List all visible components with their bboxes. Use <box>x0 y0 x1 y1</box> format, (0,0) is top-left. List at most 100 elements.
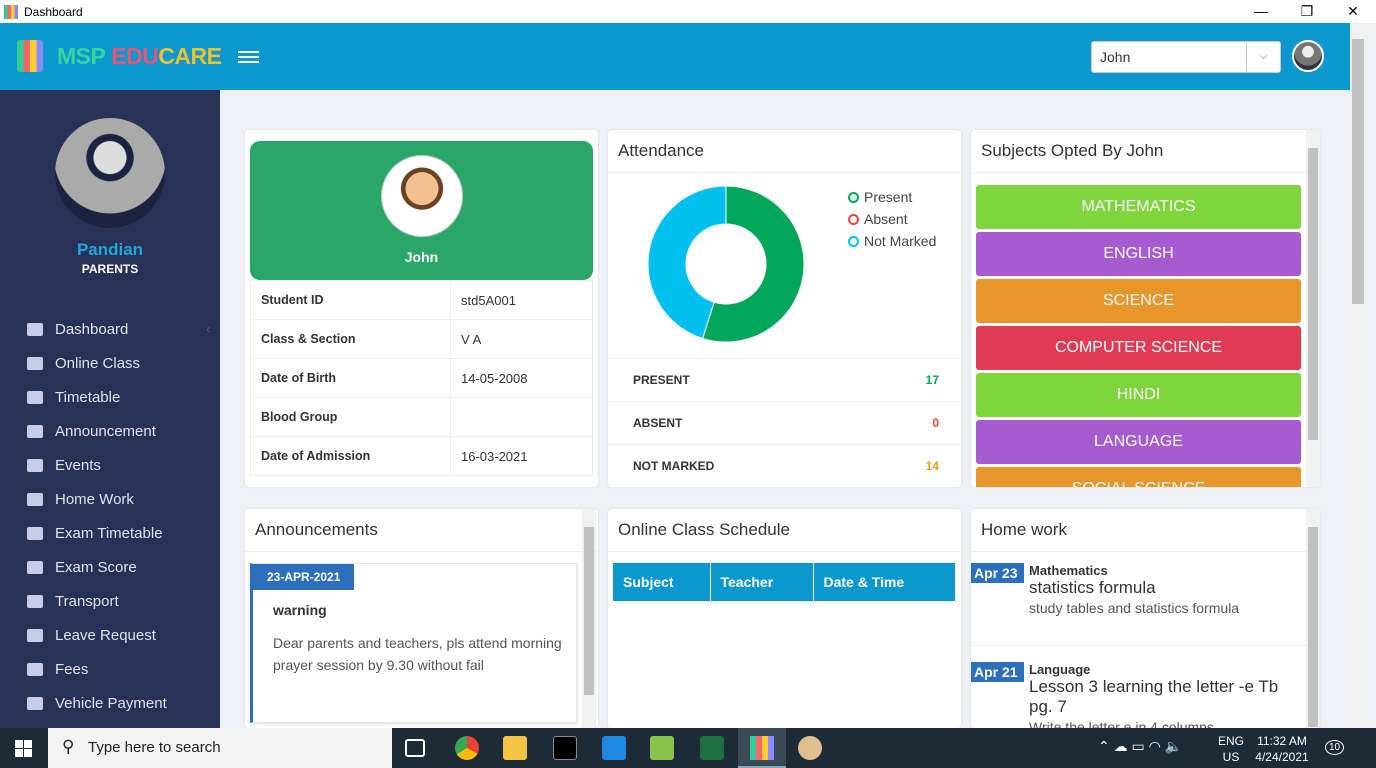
subject-item[interactable]: MATHEMATICS <box>976 185 1301 229</box>
sidebar-item-home-work[interactable]: Home Work <box>0 482 220 516</box>
homework-desc: study tables and statistics formula <box>1029 600 1240 616</box>
chevron-down-icon: ⌵ <box>1246 42 1280 72</box>
info-row: Blood Group <box>250 397 593 437</box>
announcements-scrollbar[interactable] <box>582 509 596 728</box>
sidebar-item-label: Online Class <box>55 354 141 372</box>
col-datetime[interactable]: Date & Time <box>813 563 956 601</box>
subjects-scrollbar[interactable] <box>1306 130 1320 487</box>
info-value: V A <box>450 319 593 359</box>
student-avatar <box>382 156 462 236</box>
restore-button[interactable]: ❐ <box>1300 3 1314 19</box>
app-icon <box>4 4 18 19</box>
student-select[interactable]: John ⌵ <box>1091 41 1281 73</box>
parent-avatar <box>55 118 165 228</box>
homework-subject: Mathematics <box>1029 563 1108 578</box>
present-label: PRESENT <box>633 373 690 387</box>
terminal-icon[interactable] <box>553 736 577 760</box>
sidebar-item-exam-timetable[interactable]: Exam Timetable <box>0 516 220 550</box>
homework-date: Apr 23 <box>971 563 1024 583</box>
info-value: std5A001 <box>450 280 593 320</box>
exam-timetable-icon <box>27 526 43 540</box>
sidebar-item-complaint[interactable]: Complaint <box>0 720 220 728</box>
notification-icon[interactable]: 10 <box>1325 738 1345 756</box>
clock-time: 11:32 AM <box>1257 734 1307 748</box>
homework-item[interactable]: Apr 21 Language Lesson 3 learning the le… <box>971 652 1306 728</box>
info-label: Date of Admission <box>250 436 451 476</box>
region-text: US <box>1222 750 1240 764</box>
legend-present[interactable]: Present <box>848 186 936 208</box>
page-scrollbar[interactable] <box>1350 23 1366 728</box>
info-value: 14-05-2008 <box>450 358 593 398</box>
student-card: John Student ID std5A001 Class & Section V … <box>245 130 598 487</box>
excel-icon[interactable] <box>700 736 724 760</box>
col-teacher[interactable]: Teacher <box>710 563 814 601</box>
legend-absent[interactable]: Absent <box>848 208 936 230</box>
sidebar-item-dashboard[interactable]: Dashboard ‹ <box>0 312 220 346</box>
donut-slice-not-marked[interactable] <box>647 185 727 340</box>
clock[interactable]: 11:32 AM 4/24/2021 <box>1252 733 1312 765</box>
subject-item[interactable]: COMPUTER SCIENCE <box>976 326 1301 370</box>
chrome-icon[interactable] <box>455 736 479 760</box>
parent-role: PARENTS <box>81 262 139 276</box>
sidebar-item-label: Home Work <box>55 490 134 508</box>
logo-msp: MSP <box>57 42 106 69</box>
sidebar-item-announcement[interactable]: Announcement <box>0 414 220 448</box>
col-subject[interactable]: Subject <box>613 563 711 601</box>
legend-label: Present <box>864 189 913 205</box>
logo[interactable]: MSP EDU CARE <box>17 40 222 72</box>
announcements-card: Announcements 23-APR-2021 warning Dear p… <box>245 509 598 728</box>
minimize-button[interactable]: — <box>1254 3 1268 19</box>
donut-slice-present[interactable] <box>702 185 805 343</box>
sidebar-item-fees[interactable]: Fees <box>0 652 220 686</box>
paint-icon[interactable] <box>798 736 822 760</box>
menu-toggle-icon[interactable] <box>238 51 259 63</box>
student-name: John <box>404 249 439 265</box>
notepad-icon[interactable] <box>650 736 674 760</box>
homework-scrollbar[interactable] <box>1306 509 1320 728</box>
sidebar-item-leave-request[interactable]: Leave Request <box>0 618 220 652</box>
sidebar-item-timetable[interactable]: Timetable <box>0 380 220 414</box>
subject-item[interactable]: ENGLISH <box>976 232 1301 276</box>
subject-item[interactable]: SOCIAL SCIENCE <box>976 467 1301 487</box>
sidebar-item-transport[interactable]: Transport <box>0 584 220 618</box>
info-label: Class & Section <box>250 319 451 359</box>
legend-not-marked[interactable]: Not Marked <box>848 230 936 252</box>
task-view-icon[interactable] <box>405 739 425 757</box>
subject-item[interactable]: LANGUAGE <box>976 420 1301 464</box>
announcement-item[interactable]: 23-APR-2021 warning Dear parents and tea… <box>250 563 577 723</box>
info-label: Date of Birth <box>250 358 451 398</box>
subject-item[interactable]: SCIENCE <box>976 279 1301 323</box>
sidebar: Pandian PARENTS Dashboard ‹ Online Class Ti… <box>0 90 220 728</box>
fees-icon <box>27 662 43 676</box>
not-marked-count: 14 <box>925 459 939 473</box>
present-row: PRESENT 17 <box>608 358 961 401</box>
taskbar-search[interactable]: ⚲ Type here to search <box>48 728 392 768</box>
present-count: 17 <box>925 373 939 387</box>
student-banner: John <box>250 141 593 280</box>
taskbar: ⚲ Type here to search ⌃ ☁ ▭ ◠ 🔈 ENG US 11:… <box>0 728 1376 768</box>
not-marked-label: NOT MARKED <box>633 459 715 473</box>
online-class-icon <box>27 356 43 370</box>
subject-item[interactable]: HINDI <box>976 373 1301 417</box>
file-explorer-icon[interactable] <box>503 736 527 760</box>
absent-label: ABSENT <box>633 416 683 430</box>
app-icon-blue[interactable] <box>602 736 626 760</box>
homework-item[interactable]: Apr 23 Mathematics statistics formula stu… <box>971 553 1306 646</box>
sidebar-item-exam-score[interactable]: Exam Score <box>0 550 220 584</box>
msp-app-taskbar-icon[interactable] <box>738 728 786 768</box>
sidebar-item-online-class[interactable]: Online Class <box>0 346 220 380</box>
chevron-left-icon[interactable]: ‹ <box>206 322 210 336</box>
tray-icons[interactable]: ⌃ ☁ ▭ ◠ 🔈 <box>1098 738 1183 754</box>
schedule-title: Online Class Schedule <box>608 509 961 552</box>
sidebar-item-label: Leave Request <box>55 626 156 644</box>
sidebar-item-events[interactable]: Events <box>0 448 220 482</box>
user-avatar[interactable] <box>1292 40 1324 72</box>
language-indicator[interactable]: ENG US <box>1218 733 1244 765</box>
exam-score-icon <box>27 560 43 574</box>
windows-start-icon[interactable] <box>15 740 32 757</box>
app-header: MSP EDU CARE John ⌵ <box>0 23 1350 90</box>
sidebar-item-label: Exam Timetable <box>55 524 163 542</box>
sidebar-item-vehicle-payment[interactable]: Vehicle Payment <box>0 686 220 720</box>
sidebar-item-label: Dashboard <box>55 320 129 338</box>
close-button[interactable]: ✕ <box>1347 3 1359 19</box>
